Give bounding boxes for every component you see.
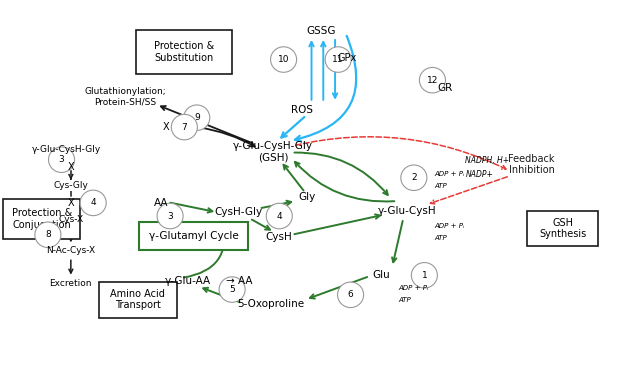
Text: NADPH, H+: NADPH, H+ (465, 156, 510, 164)
Text: Protection &
Conjugation: Protection & Conjugation (12, 208, 72, 230)
Text: 5-Oxoproline: 5-Oxoproline (237, 299, 304, 309)
Text: 11: 11 (333, 55, 344, 64)
Text: 1: 1 (422, 271, 427, 280)
Text: γ-Glu-CysH: γ-Glu-CysH (378, 206, 436, 216)
Text: Feedback
Inhibition: Feedback Inhibition (508, 154, 555, 175)
FancyBboxPatch shape (3, 199, 80, 239)
Text: 10: 10 (278, 55, 289, 64)
Text: AA: AA (154, 198, 169, 208)
Text: ATP: ATP (434, 183, 447, 189)
Ellipse shape (266, 203, 292, 229)
Text: γ-Glu-CysH-Gly
(GSH): γ-Glu-CysH-Gly (GSH) (233, 141, 313, 162)
Ellipse shape (219, 277, 245, 302)
Text: 9: 9 (194, 113, 199, 122)
Text: N-Ac-Cys-X: N-Ac-Cys-X (46, 246, 95, 256)
FancyBboxPatch shape (140, 222, 248, 250)
Text: Cys-X: Cys-X (59, 215, 83, 224)
Ellipse shape (184, 105, 210, 130)
FancyBboxPatch shape (99, 282, 176, 318)
Ellipse shape (270, 47, 297, 72)
Ellipse shape (401, 165, 427, 191)
Ellipse shape (80, 190, 106, 215)
Text: Glu: Glu (373, 270, 391, 280)
Text: 3: 3 (59, 155, 64, 164)
Ellipse shape (171, 114, 197, 140)
Text: 3: 3 (167, 212, 173, 220)
Text: 2: 2 (411, 173, 417, 182)
Text: → AA: → AA (226, 276, 252, 286)
Ellipse shape (49, 147, 75, 172)
Ellipse shape (338, 282, 364, 308)
Text: ADP + Pᵢ: ADP + Pᵢ (398, 285, 429, 291)
Text: GSSG: GSSG (306, 26, 336, 36)
Ellipse shape (157, 203, 183, 229)
Text: γ-Glutamyl Cycle: γ-Glutamyl Cycle (149, 231, 239, 241)
Text: 5: 5 (229, 285, 235, 294)
Text: GSH
Synthesis: GSH Synthesis (539, 218, 586, 239)
Text: γ-Glu-CysH-Gly: γ-Glu-CysH-Gly (32, 145, 101, 154)
Text: Amino Acid
Transport: Amino Acid Transport (110, 289, 165, 310)
Text: 7: 7 (181, 122, 188, 132)
Text: X: X (163, 122, 169, 132)
Text: ROS: ROS (291, 105, 313, 115)
Text: NADP+: NADP+ (465, 170, 493, 179)
Text: CysH: CysH (266, 232, 293, 242)
Ellipse shape (35, 222, 61, 248)
Text: Cys-Gly: Cys-Gly (54, 181, 88, 190)
FancyArrowPatch shape (295, 36, 356, 141)
Text: ADP + Pᵢ: ADP + Pᵢ (434, 171, 465, 177)
Text: X: X (67, 198, 74, 208)
Text: ATP: ATP (434, 235, 447, 241)
Ellipse shape (411, 263, 437, 288)
Ellipse shape (325, 47, 351, 72)
Text: 4: 4 (277, 212, 282, 220)
Text: CysH-Gly: CysH-Gly (215, 207, 263, 217)
Text: GPx: GPx (338, 53, 357, 64)
Text: Glutathionylation;
Protein-SH/SS: Glutathionylation; Protein-SH/SS (85, 87, 166, 107)
Text: 4: 4 (90, 198, 96, 208)
Text: 8: 8 (45, 230, 51, 239)
Text: γ-Glu-AA: γ-Glu-AA (165, 276, 211, 286)
Text: Excretion: Excretion (50, 279, 92, 288)
Ellipse shape (419, 67, 445, 93)
Text: Gly: Gly (298, 192, 316, 202)
Text: X: X (67, 162, 74, 172)
Text: ATP: ATP (398, 297, 411, 303)
FancyBboxPatch shape (136, 31, 232, 74)
Text: Protection &
Substitution: Protection & Substitution (155, 41, 214, 63)
Text: GR: GR (437, 83, 452, 93)
Text: 6: 6 (348, 290, 353, 299)
FancyBboxPatch shape (527, 211, 598, 246)
Text: 12: 12 (427, 76, 438, 85)
Text: ADP + Pᵢ: ADP + Pᵢ (434, 223, 465, 229)
